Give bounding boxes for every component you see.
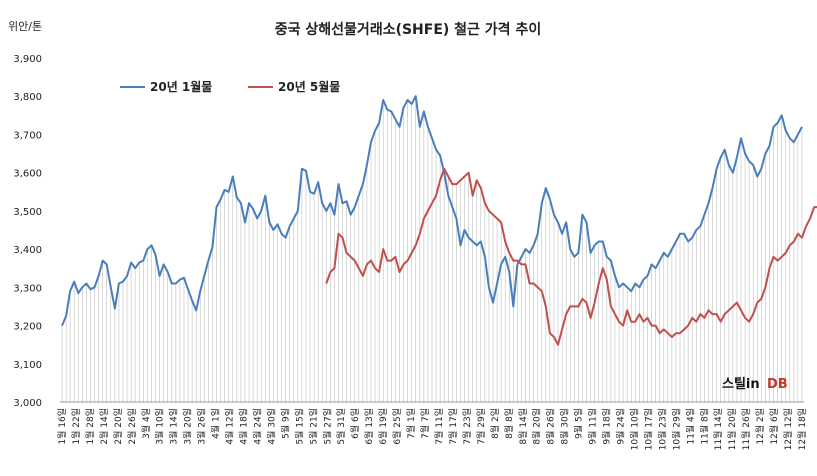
watermark-logo: 스틸in DB	[722, 377, 788, 392]
x-tick-label: 4월 30일	[265, 408, 277, 445]
x-tick-label: 6월 6일	[349, 408, 361, 439]
y-tick-label: 3,100	[13, 360, 42, 371]
x-tick-label: 10월 17일	[642, 408, 654, 450]
x-tick-label: 6월 25일	[391, 408, 403, 445]
x-tick-label: 11월 26일	[740, 408, 752, 450]
y-tick-label: 3,500	[13, 207, 42, 218]
legend-label-series-1: 20년 1월물	[150, 79, 212, 94]
x-tick-label: 6월 13일	[363, 408, 375, 445]
legend-label-series-2: 20년 5월물	[278, 79, 340, 94]
x-tick-label: 8월 8일	[503, 408, 515, 439]
y-tick-label: 3,200	[13, 322, 42, 333]
drop-lines	[61, 96, 803, 402]
y-tick-label: 3,600	[13, 169, 42, 180]
x-tick-label: 7월 11일	[433, 408, 445, 445]
x-tick-label: 9월 18일	[601, 408, 613, 445]
y-tick-label: 3,000	[13, 398, 42, 409]
x-tick-label: 4월 1일	[210, 408, 222, 439]
x-tick-label: 9월 24일	[615, 408, 627, 445]
y-tick-label: 3,900	[13, 54, 42, 65]
x-tick-label: 9월 11일	[587, 408, 599, 445]
x-tick-label: 7월 29일	[475, 408, 487, 445]
x-tick-label: 4월 18일	[238, 408, 250, 445]
x-tick-label: 3월 4일	[140, 408, 152, 439]
x-tick-label: 7월 1일	[405, 408, 417, 439]
y-tick-label: 3,700	[13, 130, 42, 141]
x-tick-label: 6월 19일	[377, 408, 389, 445]
x-tick-label: 2월 14일	[98, 408, 110, 445]
x-tick-label: 5월 9일	[279, 408, 291, 439]
x-tick-label: 11월 4일	[684, 408, 696, 445]
x-tick-label: 8월 2일	[489, 408, 501, 439]
x-tick-label: 5월 15일	[293, 408, 305, 445]
x-tick-label: 11월 20일	[726, 408, 738, 450]
chart-title: 중국 상해선물거래소(SHFE) 철근 가격 추이	[275, 21, 541, 38]
y-axis-ticks: 3,000 3,100 3,200 3,300 3,400 3,500 3,600 3,700…	[13, 54, 42, 409]
x-tick-label: 11월 14일	[712, 408, 724, 450]
x-tick-label: 1월 28일	[84, 408, 96, 445]
x-tick-label: 10월 10일	[629, 408, 641, 450]
y-tick-label: 3,300	[13, 283, 42, 294]
x-axis-ticks: 1월 16일 1월 22일 1월 28일 2월 14일 2월 20일 2월 26일 3월 4…	[56, 408, 808, 450]
data-series	[61, 95, 817, 346]
y-axis-unit-label: 위안/톤	[8, 20, 42, 33]
x-tick-label: 8월 30일	[559, 408, 571, 445]
x-tick-label: 10월 29일	[670, 408, 682, 450]
x-tick-label: 7월 7일	[419, 408, 431, 439]
x-tick-label: 5월 31일	[335, 408, 347, 445]
watermark-text-steelin: 스틸in	[722, 377, 760, 392]
x-tick-label: 2월 26일	[126, 408, 138, 445]
x-tick-label: 1월 22일	[70, 408, 82, 445]
series-line-2	[325, 167, 817, 346]
x-tick-label: 4월 24일	[252, 408, 264, 445]
x-tick-label: 3월 10일	[154, 408, 166, 445]
x-tick-label: 4월 12일	[224, 408, 236, 445]
x-tick-label: 9월 5일	[573, 408, 585, 439]
x-tick-label: 3월 20일	[182, 408, 194, 445]
x-tick-label: 12월 6일	[768, 408, 780, 445]
y-tick-label: 3,800	[13, 92, 42, 103]
watermark-text-db: DB	[767, 377, 788, 392]
x-tick-label: 7월 17일	[447, 408, 459, 445]
x-tick-label: 5월 21일	[307, 408, 319, 445]
x-tick-label: 2월 20일	[112, 408, 124, 445]
x-tick-label: 5월 27일	[321, 408, 333, 445]
series-line-1	[61, 95, 803, 326]
x-tick-label: 11월 8일	[698, 408, 710, 445]
x-tick-label: 3월 26일	[196, 408, 208, 445]
y-tick-label: 3,400	[13, 245, 42, 256]
x-tick-label: 1월 16일	[56, 408, 68, 445]
x-tick-label: 8월 14일	[517, 408, 529, 445]
x-tick-label: 7월 23일	[461, 408, 473, 445]
legend: 20년 1월물 20년 5월물	[120, 79, 340, 94]
x-tick-label: 8월 20일	[531, 408, 543, 445]
x-tick-label: 3월 14일	[168, 408, 180, 445]
x-tick-label: 12월 12일	[782, 408, 794, 450]
x-tick-label: 12월 2일	[754, 408, 766, 445]
x-tick-label: 10월 23일	[656, 408, 668, 450]
x-tick-label: 12월 18일	[796, 408, 808, 450]
x-tick-label: 8월 26일	[545, 408, 557, 445]
